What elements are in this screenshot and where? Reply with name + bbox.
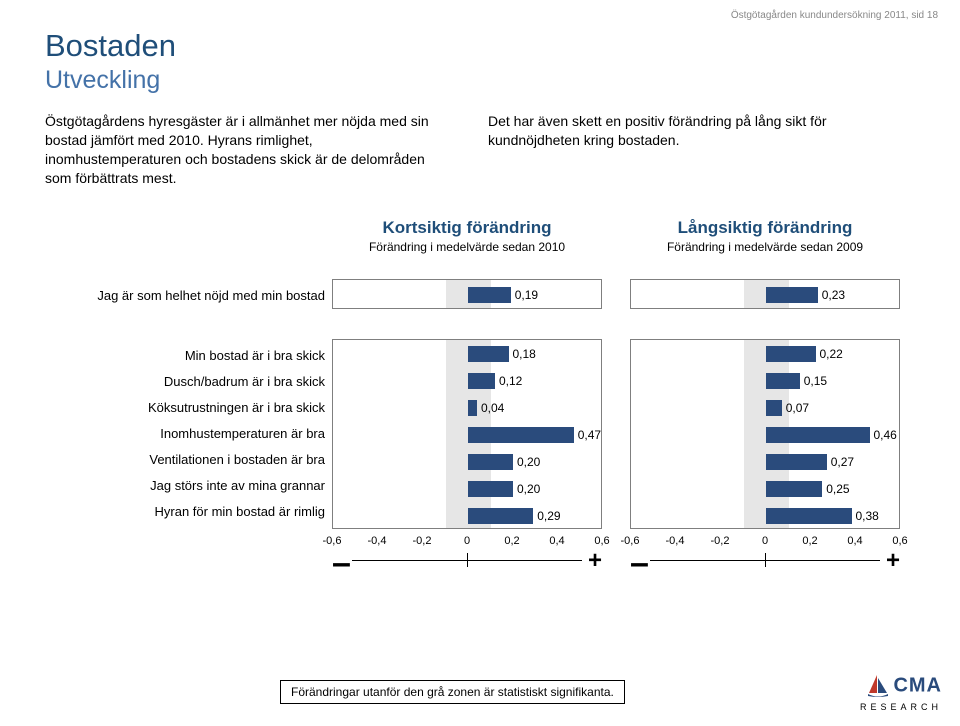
bar <box>766 346 816 362</box>
logo-text-bottom: RESEARCH <box>860 702 942 712</box>
plus-icon: + <box>886 551 900 571</box>
bar <box>468 373 495 389</box>
chart-left-block-1: 0,19 <box>332 279 602 309</box>
bar <box>766 454 827 470</box>
bar-value-label: 0,12 <box>499 373 522 389</box>
axis-tick-label: 0,2 <box>802 535 817 547</box>
bar <box>468 287 511 303</box>
bar <box>468 508 533 524</box>
bar <box>468 481 513 497</box>
footnote: Förändringar utanför den grå zonen är st… <box>280 680 625 704</box>
axis-left: -0,6-0,4-0,200,20,40,6 <box>332 535 602 551</box>
row-label: Min bostad är i bra skick <box>185 343 325 369</box>
bar-value-label: 0,38 <box>856 508 879 524</box>
logo-sail-icon <box>867 673 889 702</box>
minus-icon: – <box>630 557 649 569</box>
bar <box>766 373 800 389</box>
bar-value-label: 0,15 <box>804 373 827 389</box>
axis-tick-label: 0,6 <box>594 535 609 547</box>
row-label: Jag störs inte av mina grannar <box>150 473 325 499</box>
axis-tick-label: 0 <box>762 535 768 547</box>
chart-left-title: Kortsiktig förändring <box>332 218 602 238</box>
bar-value-label: 0,46 <box>874 427 897 443</box>
logo: CMA RESEARCH <box>860 673 942 712</box>
bar <box>468 427 574 443</box>
bar <box>468 454 513 470</box>
axis-tick-label: 0,4 <box>549 535 564 547</box>
bar-value-label: 0,25 <box>826 481 849 497</box>
bar <box>766 508 852 524</box>
bar-value-label: 0,20 <box>517 481 540 497</box>
axis-tick-label: 0 <box>464 535 470 547</box>
bar-value-label: 0,22 <box>820 346 843 362</box>
page-subtitle: Utveckling <box>45 66 160 95</box>
bar <box>766 481 822 497</box>
row-label: Inomhustemperaturen är bra <box>160 421 325 447</box>
bar <box>766 427 870 443</box>
bar-value-label: 0,07 <box>786 400 809 416</box>
plus-minus-scale-right: –+ <box>630 553 900 583</box>
row-label: Köksutrustningen är i bra skick <box>148 395 325 421</box>
bar-value-label: 0,27 <box>831 454 854 470</box>
chart-right-block-2: 0,22 0,15 0,07 0,46 0,27 0,25 0,38 <box>630 339 900 529</box>
header-note: Östgötagården kundundersökning 2011, sid… <box>731 10 938 21</box>
row-label: Hyran för min bostad är rimlig <box>155 499 326 525</box>
row-label: Ventilationen i bostaden är bra <box>149 447 325 473</box>
intro-paragraph-right: Det har även skett en positiv förändring… <box>488 112 848 150</box>
axis-tick-label: 0,4 <box>847 535 862 547</box>
page-title: Bostaden <box>45 28 176 64</box>
chart-right-subtitle: Förändring i medelvärde sedan 2009 <box>630 240 900 254</box>
chart-left-block-2: 0,18 0,12 0,04 0,47 0,20 0,20 0,29 <box>332 339 602 529</box>
bar-value-label: 0,04 <box>481 400 504 416</box>
bar-value-label: 0,18 <box>513 346 536 362</box>
minus-icon: – <box>332 557 351 569</box>
bar <box>468 346 509 362</box>
bar-value-label: 0,20 <box>517 454 540 470</box>
intro-paragraph-left: Östgötagårdens hyresgäster är i allmänhe… <box>45 112 430 188</box>
chart-right-block-1: 0,23 <box>630 279 900 309</box>
axis-tick-label: 0,2 <box>504 535 519 547</box>
axis-right: -0,6-0,4-0,200,20,40,6 <box>630 535 900 551</box>
row-label: Jag är som helhet nöjd med min bostad <box>97 283 325 309</box>
axis-tick-label: -0,4 <box>368 535 387 547</box>
plus-minus-scale-left: –+ <box>332 553 602 583</box>
bar <box>468 400 477 416</box>
plus-icon: + <box>588 551 602 571</box>
chart-right-title: Långsiktig förändring <box>630 218 900 238</box>
axis-tick-label: 0,6 <box>892 535 907 547</box>
axis-tick-label: -0,2 <box>711 535 730 547</box>
bar-value-label: 0,47 <box>578 427 601 443</box>
bar-value-label: 0,19 <box>515 287 538 303</box>
axis-tick-label: -0,4 <box>666 535 685 547</box>
logo-text-top: CMA <box>893 675 942 697</box>
bar <box>766 287 818 303</box>
bar <box>766 400 782 416</box>
axis-tick-label: -0,2 <box>413 535 432 547</box>
row-label: Dusch/badrum är i bra skick <box>164 369 325 395</box>
bar-value-label: 0,23 <box>822 287 845 303</box>
bar-value-label: 0,29 <box>537 508 560 524</box>
chart-left-subtitle: Förändring i medelvärde sedan 2010 <box>332 240 602 254</box>
